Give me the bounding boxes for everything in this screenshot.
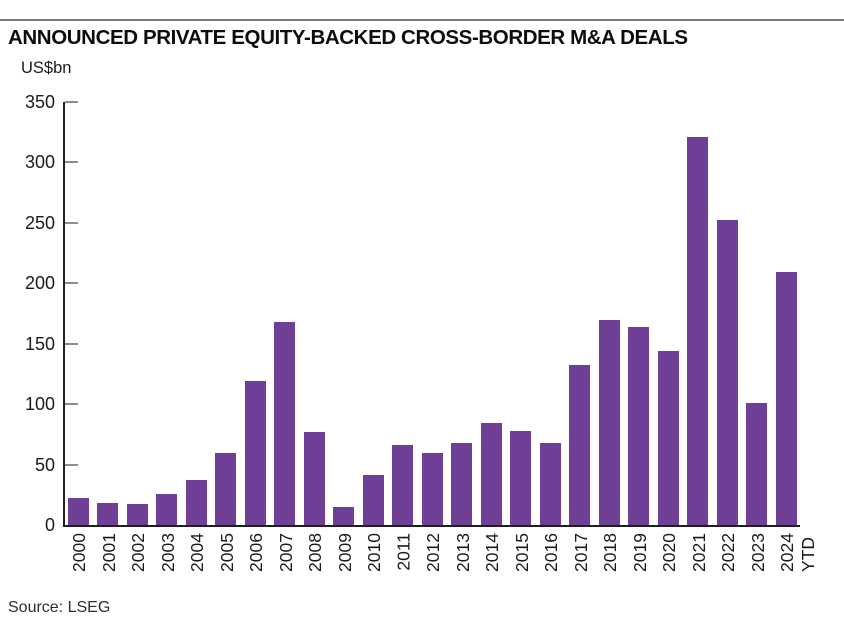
bar-column: 2013 [451,102,473,572]
bar-column: 2002 [126,102,148,572]
y-tick-label: 300 [24,152,55,173]
y-axis-unit-label: US$bn [21,59,72,77]
x-tick-label: 2000 [69,533,89,572]
y-tick-label: 350 [24,92,55,112]
x-tick-label: 2013 [452,533,473,572]
x-tick-label: 2024 YTD [777,533,818,572]
bar [687,137,708,525]
bar-column: 2018 [598,102,620,572]
bar [657,350,679,525]
bar [333,506,354,525]
x-tick-label: 2016 [541,533,561,572]
bar-column: 2008 [303,102,325,572]
bar-column: 2014 [480,102,502,572]
y-tick-label: 100 [24,394,55,415]
bar [451,442,472,525]
x-tick-label: 2004 [187,533,207,572]
bar [392,445,413,525]
y-tick-label: 50 [34,454,55,475]
bar [539,442,561,525]
bar [510,430,531,525]
x-tick-label: 2023 [747,533,768,572]
x-tick-label: 2018 [600,533,620,572]
y-tick [65,161,78,164]
bar-column: 2023 [746,102,768,572]
bar-column: 2010 [362,102,384,572]
bar-column: 2004 [185,102,207,572]
bar [716,220,738,525]
x-tick-label: 2003 [157,533,178,572]
bar [67,498,89,525]
bar-column: 2001 [97,102,119,572]
bar [274,321,295,525]
bar [775,272,797,525]
y-tick [65,221,78,224]
bar [244,381,266,525]
y-tick-label: 250 [24,212,55,233]
bar-column: 2021 [687,102,709,572]
bar [362,475,384,525]
y-tick [65,342,78,345]
bar-column: 2024 YTD [775,102,818,572]
x-tick-label: 2009 [334,533,355,572]
x-tick-label: 2002 [128,533,148,572]
x-tick-label: 2005 [216,533,237,572]
bar [156,493,177,525]
bar [97,503,118,525]
bar-column: 2019 [628,102,650,572]
bar-column: 2020 [657,102,679,572]
bar [303,431,325,525]
bar-column: 2009 [333,102,355,572]
bar-column: 2000 [67,102,89,572]
x-tick-label: 2021 [688,533,709,572]
source-note: Source: LSEG [8,599,111,616]
bar [569,365,590,525]
y-tick [65,282,78,285]
bar-column: 2017 [569,102,591,572]
x-tick-label: 2020 [659,533,679,572]
x-tick-label: 2007 [275,533,296,572]
x-tick-label: 2022 [718,533,738,572]
x-tick-label: 2011 [393,533,414,571]
bar [126,504,148,525]
y-tick [65,463,78,466]
bar-column: 2015 [510,102,532,572]
bar [215,452,236,525]
y-tick [65,403,78,406]
top-rule [0,19,844,21]
x-tick-label: 2006 [246,533,266,572]
x-tick-label: 2015 [511,533,532,572]
bar-column: 2007 [274,102,296,572]
y-tick [65,101,78,103]
chart-title: ANNOUNCED PRIVATE EQUITY-BACKED CROSS-BO… [8,26,688,49]
bar-column: 2022 [716,102,738,572]
x-tick-label: 2014 [482,533,502,572]
bar [421,452,443,525]
bar-column: 2006 [244,102,266,572]
bar-column: 2016 [539,102,561,572]
x-tick-label: 2019 [629,533,650,572]
x-tick-label: 2001 [98,533,119,572]
plot-area: 0 50 100 150 200 250 300 350 2000 2001 2002 2003 200… [25,92,818,572]
bar-column: 2005 [215,102,237,572]
x-tick-label: 2008 [305,533,325,572]
bar [480,423,502,525]
x-tick-label: 2017 [570,533,591,572]
bar-column: 2003 [156,102,178,572]
x-tick-label: 2012 [423,533,443,572]
bar-column: 2011 [392,102,414,571]
bar [628,326,649,525]
y-tick-label: 0 [44,515,55,535]
y-tick-label: 150 [24,333,55,354]
bar-column: 2012 [421,102,443,572]
bar [598,319,620,525]
bars-group: 2000 2001 2002 2003 2004 2005 2006 2007 2008 2009… [65,102,818,572]
bar [185,480,207,525]
bar [746,402,767,525]
x-tick-label: 2010 [364,533,384,572]
y-tick-label: 200 [24,273,55,294]
